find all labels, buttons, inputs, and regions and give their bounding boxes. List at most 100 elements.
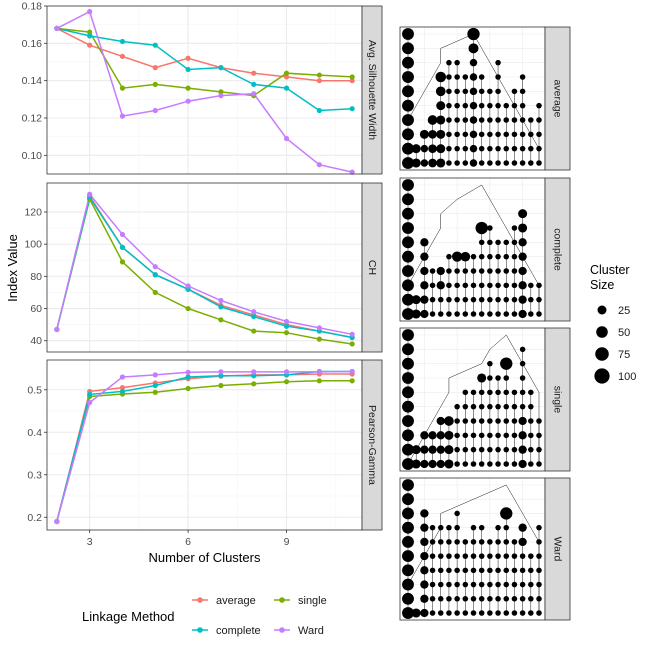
tree-node: [469, 144, 478, 153]
tree-node: [411, 445, 421, 455]
data-point-Ward: [87, 399, 93, 406]
tree-node: [503, 461, 510, 467]
tree-node: [470, 296, 477, 303]
tree-node: [503, 581, 510, 588]
data-point-complete: [251, 373, 257, 379]
series-line-complete: [56, 370, 353, 522]
tree-edge: [432, 227, 441, 243]
data-point-average: [283, 74, 290, 80]
y-tick-label: 0.10: [22, 150, 43, 162]
tree-node: [511, 596, 518, 602]
data-point-complete: [218, 65, 224, 71]
tree-node: [402, 400, 414, 413]
tree-node: [518, 223, 528, 233]
tree-node: [511, 102, 518, 109]
tree-node: [528, 432, 534, 439]
tree-node: [437, 581, 444, 588]
tree-node: [487, 403, 493, 410]
tree-node: [487, 239, 493, 246]
tree-node: [470, 461, 477, 467]
tree-node: [402, 236, 414, 249]
tree-edge: [481, 48, 491, 63]
tree-edge: [440, 199, 458, 214]
tree-node: [511, 88, 518, 95]
tree-node: [470, 389, 477, 396]
tree-node: [495, 160, 501, 166]
tree-node: [536, 524, 542, 531]
tree-node: [478, 145, 485, 152]
data-point-average: [251, 70, 257, 76]
tree-node: [503, 610, 510, 616]
tree-node: [536, 311, 542, 317]
tree-node: [462, 160, 469, 166]
cluster-tree-panels: average complete single Ward: [399, 26, 571, 621]
data-point-average: [152, 65, 158, 71]
tree-node: [468, 43, 479, 54]
tree-node: [436, 459, 445, 469]
tree-node: [511, 268, 518, 274]
tree-strip: [544, 327, 571, 472]
tree-node: [454, 524, 460, 531]
tree-node: [446, 59, 452, 66]
tree-node: [503, 160, 510, 166]
data-point-complete: [152, 272, 158, 278]
tree-node: [519, 375, 526, 381]
tree-node: [454, 160, 460, 166]
tree-node: [519, 74, 526, 80]
y-tick-label: 40: [30, 335, 42, 347]
tree-node: [470, 596, 477, 602]
legend-key-point: [197, 627, 203, 633]
tree-node: [402, 179, 414, 191]
tree-node: [402, 128, 414, 141]
tree-node: [402, 308, 414, 320]
tree-node: [446, 268, 452, 274]
data-point-single: [316, 336, 322, 342]
tree-node: [536, 596, 542, 602]
data-point-single: [349, 341, 355, 347]
tree-node: [446, 581, 452, 588]
data-point-single: [119, 85, 126, 91]
tree-node: [470, 268, 477, 274]
tree-node: [402, 493, 414, 506]
size-legend-title: Size: [590, 278, 614, 292]
tree-node: [511, 225, 518, 231]
data-point-single: [218, 317, 224, 323]
tree-node: [495, 131, 501, 138]
tree-node: [478, 581, 485, 588]
data-point-single: [283, 330, 290, 336]
tree-node: [470, 446, 477, 453]
data-point-Ward: [251, 369, 257, 375]
facet-2: 0.2 0.3 0.4 0.5 Pearson-Gamma: [27, 359, 383, 531]
tree-node: [478, 102, 485, 109]
data-point-Ward: [283, 135, 290, 142]
tree-node: [454, 282, 460, 289]
tree-node: [429, 567, 436, 574]
tree-node: [503, 296, 510, 303]
data-point-Ward: [119, 231, 126, 238]
tree-node: [528, 610, 534, 616]
tree-node: [536, 282, 542, 289]
tree-node: [436, 129, 446, 139]
tree-node: [487, 296, 493, 303]
tree-node: [536, 145, 542, 152]
tree-node: [462, 432, 469, 439]
tree-node: [429, 553, 436, 559]
data-point-Ward: [251, 309, 257, 315]
tree-node: [470, 524, 477, 531]
tree-node: [444, 445, 454, 455]
tree-node: [528, 446, 534, 453]
tree-node: [462, 446, 469, 453]
tree-node: [536, 461, 542, 467]
tree-node: [402, 265, 414, 277]
tree-node: [495, 610, 501, 616]
data-point-single: [185, 85, 191, 91]
tree-node: [528, 160, 534, 166]
tree-node: [495, 524, 501, 531]
y-tick-label: 0.16: [22, 38, 43, 50]
tree-node: [536, 581, 542, 588]
tree-node: [519, 102, 526, 109]
tree-node: [536, 102, 542, 109]
tree-node: [518, 252, 527, 261]
tree-node: [454, 553, 460, 559]
